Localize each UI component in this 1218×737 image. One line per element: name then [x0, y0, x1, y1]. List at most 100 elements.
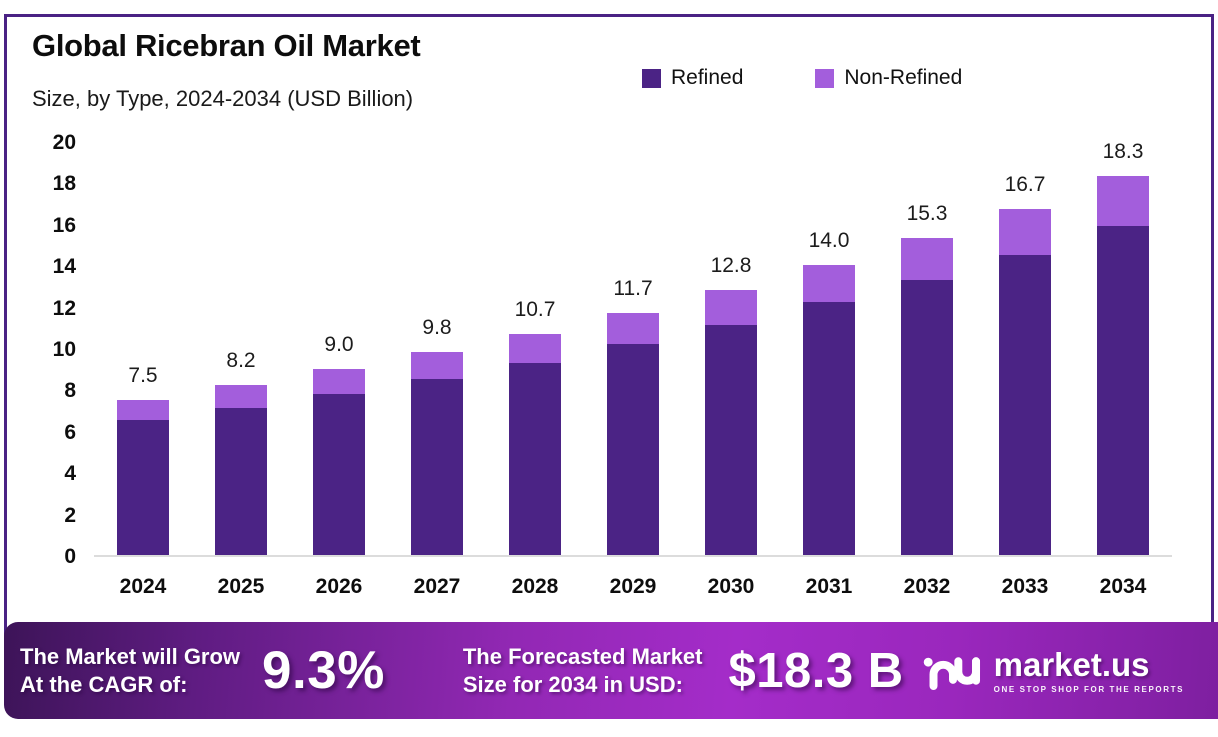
y-tick-label: 18	[52, 172, 76, 196]
y-tick-label: 20	[52, 131, 76, 154]
bar-cell-2034: 18.3	[1074, 140, 1172, 555]
forecast-caption-line2: Size for 2034 in USD:	[462, 671, 683, 697]
x-axis: 2024 2025 2026 2027 2028 2029 2030 2031 2032 2033…	[94, 575, 1172, 599]
bar-total-label-2032: 15.3	[906, 202, 948, 226]
y-tick-label: 8	[64, 379, 76, 403]
bar-total-label-2029: 11.7	[613, 276, 653, 300]
bar-column-2032: 15.3	[901, 202, 953, 555]
legend-item-refined: Refined	[642, 66, 743, 90]
bar-total-label-2030: 12.8	[710, 254, 752, 278]
page-subtitle: Size, by Type, 2024-2034 (USD Billion)	[32, 86, 414, 111]
bar-total-label-2028: 10.7	[514, 297, 556, 321]
logo-name: market.us	[993, 645, 1150, 683]
bars-area: 7.5 8.2 9.0 9.8 10.7 11.7 12.8 14.0 15.3 16.7 18.3	[94, 140, 1172, 557]
bar-column-2026: 9.0	[313, 333, 365, 555]
cagr-value: 9.3%	[262, 641, 385, 700]
y-tick-label: 4	[64, 462, 76, 486]
non-refined-swatch-icon	[815, 68, 835, 88]
bar-column-2024: 7.5	[117, 364, 169, 555]
forecast-caption-line1: The Forecasted Market	[462, 643, 703, 669]
bar-segment-non-refined-2026	[313, 368, 365, 394]
bar-cell-2024: 7.5	[94, 143, 192, 555]
cagr-caption: The Market will Grow At the CAGR of:	[20, 643, 240, 699]
bar-segment-refined-2033	[999, 254, 1051, 555]
y-tick-label: 12	[52, 296, 76, 320]
logo-tagline: ONE STOP SHOP FOR THE REPORTS	[993, 684, 1185, 694]
bar-total-label-2031: 14.0	[808, 229, 850, 253]
chart-area: 0 2 4 6 8 10 12 14 16 18 20 7.5 8.2 9.0 9.8 10.7 11.7 12…	[42, 131, 1172, 568]
bar-cell-2029: 11.7	[584, 143, 682, 555]
x-tick-label-2028: 2028	[511, 575, 559, 598]
footer-banner: The Market will Grow At the CAGR of: 9.3…	[4, 622, 1218, 719]
bar-column-2030: 12.8	[705, 254, 757, 555]
x-tick-label-2025: 2025	[217, 575, 265, 598]
legend-label-refined: Refined	[671, 66, 744, 89]
forecast-value: $18.3 B	[728, 643, 904, 698]
legend-label-non-refined: Non-Refined	[844, 66, 963, 89]
forecast-caption: The Forecasted Market Size for 2034 in U…	[463, 643, 703, 699]
x-tick-label-2032: 2032	[903, 575, 951, 598]
bar-segment-refined-2031	[803, 302, 855, 555]
bar-segment-non-refined-2029	[607, 312, 659, 344]
bar-segment-refined-2032	[901, 279, 953, 555]
bar-cell-2031: 14.0	[780, 143, 878, 555]
y-tick-label: 10	[52, 338, 76, 361]
cagr-caption-line2: At the CAGR of:	[20, 671, 188, 697]
marketus-swirl-icon	[923, 656, 980, 690]
cagr-caption-line1: The Market will Grow	[20, 643, 241, 669]
x-tick-label-2029: 2029	[609, 575, 657, 598]
bar-column-2034: 18.3	[1097, 140, 1149, 555]
bar-segment-refined-2027	[411, 379, 463, 555]
bar-cell-2025: 8.2	[192, 143, 290, 555]
bar-segment-non-refined-2033	[999, 209, 1051, 255]
bar-column-2031: 14.0	[803, 229, 855, 555]
x-tick-label-2033: 2033	[1001, 575, 1049, 598]
bar-column-2028: 10.7	[509, 298, 561, 555]
bar-segment-non-refined-2024	[117, 399, 169, 421]
bar-segment-refined-2028	[509, 362, 561, 555]
x-tick-label-2024: 2024	[119, 575, 167, 598]
bar-segment-refined-2034	[1097, 225, 1149, 555]
bar-cell-2028: 10.7	[486, 143, 584, 555]
bar-segment-refined-2025	[215, 408, 267, 555]
bar-total-label-2024: 7.5	[128, 363, 158, 387]
bar-column-2033: 16.7	[999, 173, 1051, 555]
y-tick-label: 16	[52, 213, 76, 237]
bar-segment-non-refined-2030	[705, 290, 757, 326]
bar-column-2029: 11.7	[607, 277, 659, 555]
y-tick-label: 0	[64, 545, 76, 568]
bar-segment-non-refined-2028	[509, 333, 561, 363]
bar-cell-2033: 16.7	[976, 143, 1074, 555]
page-title: Global Ricebran Oil Market	[32, 28, 421, 63]
x-tick-label-2027: 2027	[413, 575, 461, 598]
bar-total-label-2034: 18.3	[1102, 140, 1144, 164]
bar-segment-non-refined-2027	[411, 352, 463, 380]
logo-text-block: market.us ONE STOP SHOP FOR THE REPORTS	[994, 648, 1184, 694]
bar-segment-non-refined-2032	[901, 238, 953, 280]
bar-cell-2030: 12.8	[682, 143, 780, 555]
x-tick-label-2034: 2034	[1099, 575, 1147, 598]
y-tick-label: 14	[52, 255, 76, 279]
bar-segment-refined-2024	[117, 420, 169, 555]
bar-segment-refined-2030	[705, 325, 757, 555]
x-tick-label-2031: 2031	[805, 575, 853, 598]
y-axis: 0 2 4 6 8 10 12 14 16 18 20	[42, 131, 78, 568]
bar-column-2025: 8.2	[215, 349, 267, 555]
y-tick-label: 6	[64, 420, 76, 444]
bar-segment-non-refined-2034	[1097, 176, 1149, 226]
bar-segment-refined-2029	[607, 343, 659, 555]
bar-segment-non-refined-2031	[803, 265, 855, 303]
bar-column-2027: 9.8	[411, 316, 463, 555]
bar-cell-2027: 9.8	[388, 143, 486, 555]
legend: Refined Non-Refined	[642, 66, 962, 90]
bar-total-label-2026: 9.0	[324, 332, 354, 356]
legend-item-non-refined: Non-Refined	[815, 66, 962, 90]
bar-segment-non-refined-2025	[215, 385, 267, 409]
x-tick-label-2030: 2030	[707, 575, 755, 598]
bar-cell-2026: 9.0	[290, 143, 388, 555]
bar-total-label-2033: 16.7	[1004, 173, 1046, 197]
x-tick-label-2026: 2026	[315, 575, 363, 598]
bar-total-label-2025: 8.2	[226, 349, 256, 373]
marketus-logo: market.us ONE STOP SHOP FOR THE REPORTS	[922, 648, 1184, 694]
